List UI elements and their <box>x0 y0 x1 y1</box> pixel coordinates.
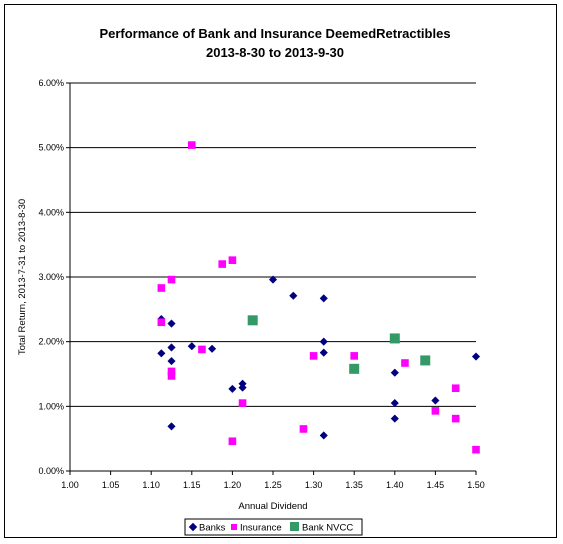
legend-box <box>184 518 363 536</box>
insurance-point <box>157 284 166 292</box>
bank-nvcc-point <box>349 363 360 374</box>
insurance-point <box>451 384 460 393</box>
legend-insurance-marker <box>231 524 237 530</box>
insurance-point <box>350 352 358 360</box>
legend-bank-nvcc-marker <box>290 522 299 531</box>
banks-point <box>167 356 176 366</box>
x-tick-label: 1.25 <box>264 480 282 490</box>
y-tick-label: 4.00% <box>38 207 64 217</box>
insurance-point <box>218 260 227 268</box>
banks-point <box>319 337 328 346</box>
banks-point <box>268 275 278 284</box>
banks-point <box>390 414 399 423</box>
insurance-point <box>167 275 176 284</box>
banks-point <box>187 342 196 351</box>
banks-point <box>157 349 166 358</box>
y-tick-label: 1.00% <box>38 401 64 411</box>
axes: 0.00% 1.00% 2.00% 3.00% 4.00% 5.00% 6.00% 1.00 1… <box>38 78 484 490</box>
x-tick-label: 1.30 <box>305 480 323 490</box>
x-tick-label: 1.15 <box>183 480 201 490</box>
insurance-point <box>198 345 206 354</box>
banks-point <box>167 343 176 352</box>
insurance-point <box>228 256 237 264</box>
insurance-point <box>299 425 308 433</box>
banks-point <box>167 319 176 328</box>
data-points <box>157 141 481 454</box>
legend-insurance-label: Insurance <box>240 523 282 534</box>
x-tick-label: 1.20 <box>224 480 242 490</box>
y-tick-label: 3.00% <box>38 272 64 282</box>
y-tick-label: 6.00% <box>38 78 64 88</box>
insurance-point <box>188 141 196 149</box>
legend-bank-nvcc-label: Bank NVCC <box>302 523 353 534</box>
x-axis-label: Annual Dividend <box>238 501 307 512</box>
y-axis-label: Total Return, 2013-7-31 to 2013-8-30 <box>17 199 28 355</box>
bank-nvcc-point <box>389 333 400 344</box>
banks-point <box>228 384 237 394</box>
banks-point <box>238 383 247 392</box>
insurance-point <box>228 437 237 446</box>
banks-point <box>319 348 328 357</box>
y-tick-label: 2.00% <box>38 337 64 347</box>
scatter-chart: Performance of Bank and Insurance Deemed… <box>17 26 485 536</box>
banks-point <box>471 352 481 361</box>
insurance-point <box>309 352 318 360</box>
x-tick-label: 1.00 <box>61 480 79 490</box>
banks-point <box>319 431 328 440</box>
bank-nvcc-point <box>247 315 258 326</box>
chart-title-line-1: Performance of Bank and Insurance Deemed… <box>99 26 450 41</box>
banks-point <box>319 294 328 303</box>
legend: Banks Insurance Bank NVCC <box>184 518 363 536</box>
insurance-point <box>167 372 176 380</box>
y-tick-label: 0.00% <box>38 466 64 476</box>
insurance-point <box>157 318 166 327</box>
banks-point <box>390 368 399 377</box>
chart-frame: Performance of Bank and Insurance Deemed… <box>4 4 557 538</box>
legend-banks-marker <box>188 522 198 532</box>
banks-point <box>431 396 440 405</box>
insurance-point <box>401 359 409 367</box>
bank-nvcc-point <box>420 355 431 366</box>
banks-point <box>167 422 176 431</box>
x-tick-label: 1.50 <box>467 480 485 490</box>
x-tick-label: 1.35 <box>345 480 363 490</box>
insurance-point <box>472 445 480 454</box>
chart-title-line-2: 2013-8-30 to 2013-9-30 <box>206 45 344 60</box>
x-tick-label: 1.10 <box>142 480 160 490</box>
x-tick-label: 1.05 <box>102 480 120 490</box>
insurance-point <box>431 407 440 415</box>
banks-point <box>289 291 298 300</box>
x-tick-label: 1.40 <box>386 480 404 490</box>
insurance-point <box>451 414 460 423</box>
banks-point <box>390 398 399 408</box>
x-tick-label: 1.45 <box>427 480 445 490</box>
insurance-point <box>167 367 176 376</box>
legend-banks-label: Banks <box>199 523 226 534</box>
y-tick-label: 5.00% <box>38 143 64 153</box>
banks-point <box>207 344 217 353</box>
insurance-point <box>238 399 247 407</box>
